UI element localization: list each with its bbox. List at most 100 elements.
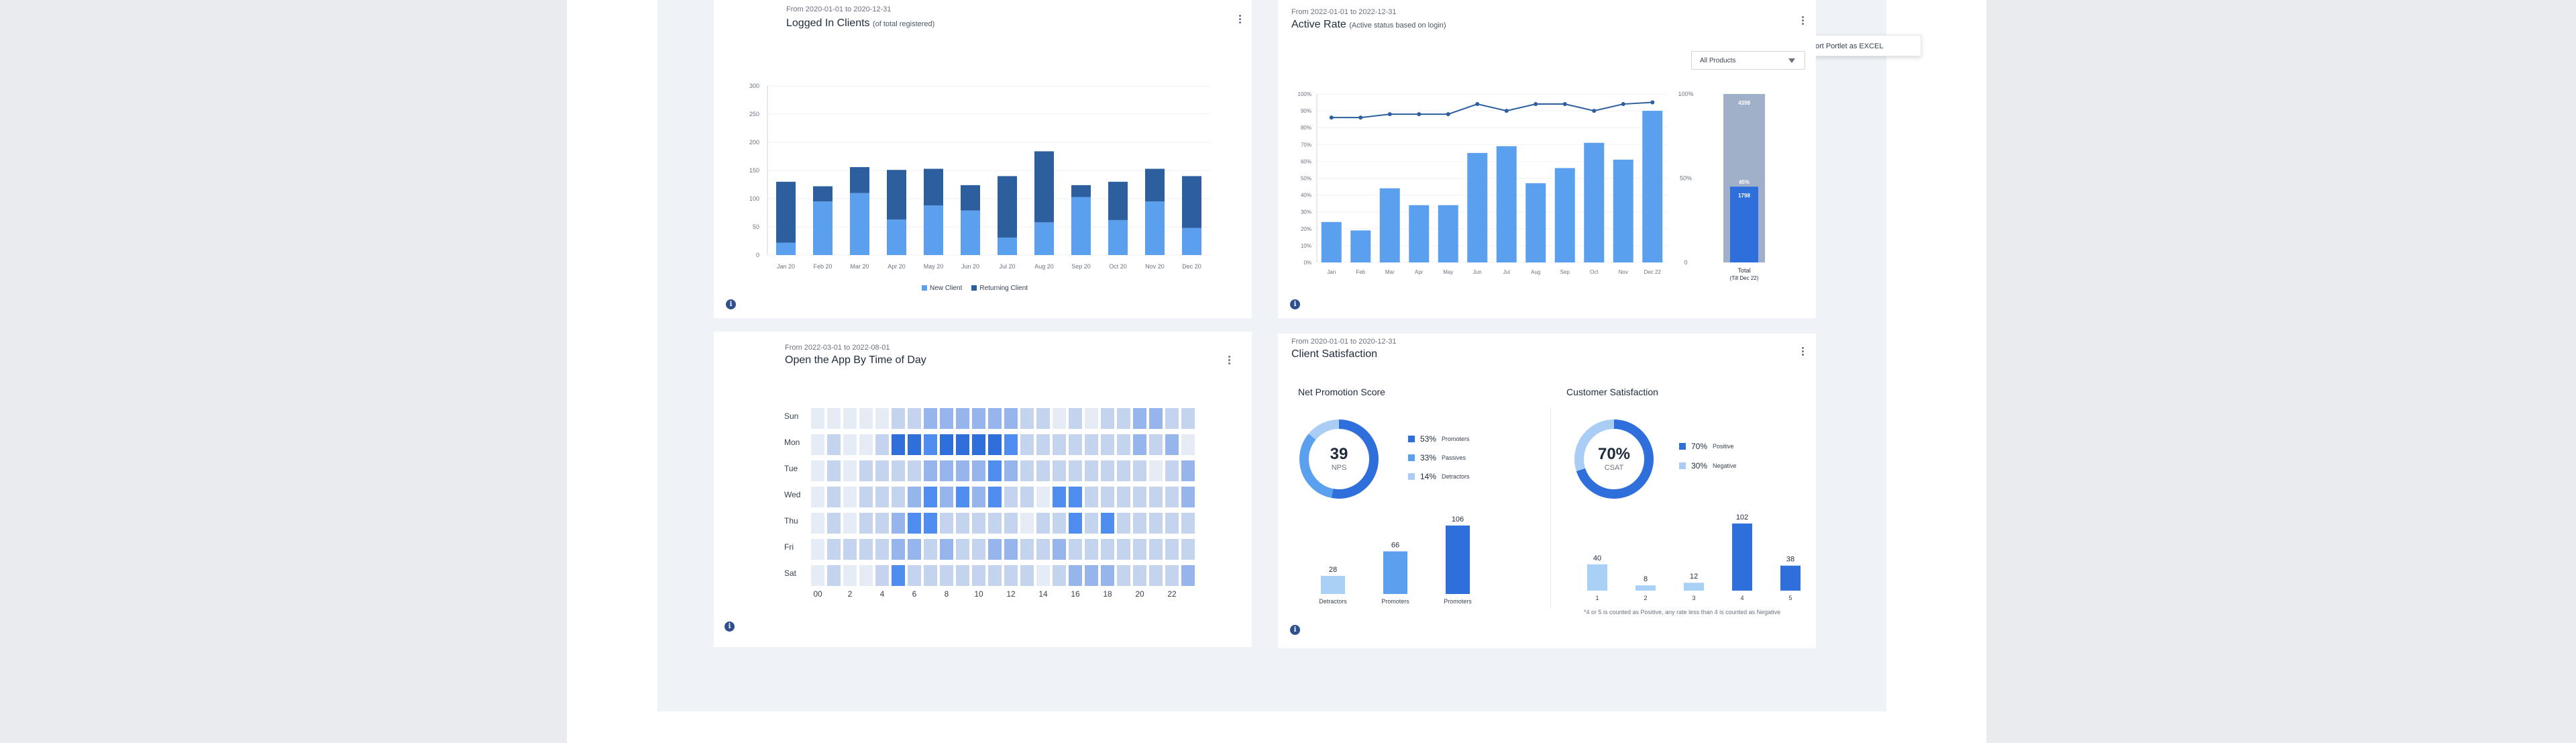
product-dropdown-value: All Products bbox=[1700, 57, 1736, 64]
active-rate-bar bbox=[1379, 188, 1400, 262]
heatmap-cell bbox=[1149, 487, 1163, 507]
heatmap-cell bbox=[1101, 539, 1114, 560]
bar-new-client bbox=[998, 237, 1017, 255]
bar-returning-client bbox=[1108, 181, 1128, 220]
heatmap-cell bbox=[908, 460, 921, 481]
heatmap-cell bbox=[924, 434, 937, 455]
bar bbox=[1587, 564, 1607, 591]
y-tick-label: 20% bbox=[1301, 226, 1311, 232]
more-options-icon[interactable] bbox=[1225, 354, 1233, 366]
more-options-icon[interactable] bbox=[1799, 15, 1807, 27]
active-rate-bar bbox=[1613, 159, 1633, 262]
heatmap-cell bbox=[1149, 539, 1163, 560]
right-margin bbox=[1986, 0, 2576, 743]
heatmap-hour-label: 8 bbox=[945, 589, 949, 599]
x-tick-label: Feb bbox=[1356, 269, 1365, 275]
bar-category-label: 2 bbox=[1644, 595, 1647, 601]
heatmap-hour-label: 22 bbox=[1167, 589, 1177, 599]
heatmap-cell bbox=[924, 408, 937, 429]
heatmap-cell bbox=[811, 539, 824, 560]
heatmap-cell bbox=[988, 513, 1002, 534]
logged-in-clients-card: From 2020-01-01 to 2020-12-31 Logged In … bbox=[714, 0, 1252, 318]
bar-value-label: 28 bbox=[1329, 566, 1337, 574]
heatmap-cell bbox=[972, 513, 985, 534]
heatmap-row-label: Mon bbox=[784, 438, 800, 447]
heatmap-hour-label: 2 bbox=[848, 589, 853, 599]
heatmap-cell bbox=[1181, 565, 1195, 586]
info-icon[interactable]: i bbox=[726, 299, 736, 309]
line-point bbox=[1534, 102, 1538, 107]
total-active-pct: 45% bbox=[1739, 179, 1750, 185]
heatmap-cell bbox=[988, 408, 1002, 429]
nps-bar-chart: 28 Detractors 66 Promoters 106 Promoters bbox=[1319, 515, 1472, 605]
heatmap-cell bbox=[908, 513, 921, 534]
heatmap-cell bbox=[956, 513, 969, 534]
bar-new-client bbox=[1034, 222, 1054, 255]
heatmap-row-label: Fri bbox=[784, 542, 794, 552]
promoters-swatch bbox=[1408, 436, 1415, 442]
heatmap-cell bbox=[859, 434, 873, 455]
info-icon[interactable]: i bbox=[1290, 299, 1300, 309]
heatmap-cell bbox=[843, 487, 857, 507]
y-tick-label: 10% bbox=[1301, 243, 1311, 249]
heatmap-cell bbox=[1004, 434, 1018, 455]
heatmap-cell bbox=[1069, 487, 1082, 507]
card-title: Logged In Clients (of total registered) bbox=[786, 17, 934, 30]
heatmap-cell bbox=[827, 539, 841, 560]
heatmap-cell bbox=[1069, 565, 1082, 586]
bar-category-label: 4 bbox=[1740, 595, 1743, 601]
total-registered-value: 4398 bbox=[1738, 100, 1750, 106]
heatmap-cell bbox=[988, 460, 1002, 481]
heatmap-cell bbox=[1149, 408, 1163, 429]
bar-new-client bbox=[850, 193, 869, 255]
date-range: From 2020-01-01 to 2020-12-31 bbox=[786, 5, 892, 13]
bar-value-label: 66 bbox=[1391, 541, 1399, 549]
heatmap-cell bbox=[988, 539, 1002, 560]
bar-returning-client bbox=[887, 170, 906, 220]
heatmap-cell bbox=[811, 408, 824, 429]
y-tick-label: 250 bbox=[749, 111, 759, 117]
heatmap-cell bbox=[908, 487, 921, 507]
heatmap-cell bbox=[1165, 513, 1179, 534]
active-rate-card: From 2022-01-01 to 2022-12-31 Active Rat… bbox=[1278, 0, 1816, 318]
y-tick-label: 0 bbox=[756, 252, 759, 258]
more-options-icon[interactable] bbox=[1799, 346, 1807, 358]
nps-score-label: NPS bbox=[1331, 464, 1347, 472]
card-title: Open the App By Time of Day bbox=[785, 354, 926, 366]
bar-new-client bbox=[813, 201, 833, 255]
heatmap-cell bbox=[1117, 539, 1130, 560]
heatmap-cell bbox=[1149, 460, 1163, 481]
heatmap-cell bbox=[875, 460, 889, 481]
product-dropdown[interactable]: All Products bbox=[1691, 51, 1805, 70]
x-tick-label: Jul bbox=[1503, 269, 1510, 275]
info-icon[interactable]: i bbox=[1290, 625, 1300, 635]
csat-score-label: CSAT bbox=[1604, 464, 1624, 472]
bar-category-label: 5 bbox=[1788, 595, 1792, 601]
line-point bbox=[1358, 115, 1363, 120]
bar-returning-client bbox=[776, 181, 796, 243]
heatmap-cell bbox=[1004, 539, 1018, 560]
heatmap-cell bbox=[940, 539, 953, 560]
csat-bar-chart: 40 1 8 2 12 3 102 4 38 5 bbox=[1587, 513, 1801, 601]
heatmap-cell bbox=[1117, 460, 1130, 481]
heatmap-row-label: Sun bbox=[784, 411, 798, 421]
bar-returning-client bbox=[1182, 176, 1201, 228]
active-rate-bar bbox=[1350, 230, 1371, 262]
export-excel-item[interactable]: Export Portlet as EXCEL bbox=[1803, 42, 1884, 50]
legend-returning-client: Returning Client bbox=[971, 285, 1028, 292]
heatmap-cell bbox=[859, 408, 873, 429]
heatmap-hour-label: 4 bbox=[880, 589, 885, 599]
x-tick-label: Dec 22 bbox=[1644, 269, 1662, 275]
heatmap-cell bbox=[972, 434, 985, 455]
heatmap-cell bbox=[1117, 408, 1130, 429]
heatmap-cell bbox=[859, 460, 873, 481]
x-tick-label: Oct bbox=[1590, 269, 1599, 275]
heatmap-cell bbox=[1165, 408, 1179, 429]
heatmap-cell bbox=[972, 460, 985, 481]
heatmap-cell bbox=[940, 565, 953, 586]
nps-section-title: Net Promotion Score bbox=[1298, 387, 1385, 397]
heatmap-cell bbox=[972, 539, 985, 560]
info-icon[interactable]: i bbox=[724, 622, 735, 632]
heatmap-cell bbox=[1133, 460, 1146, 481]
more-options-icon[interactable] bbox=[1236, 13, 1244, 26]
